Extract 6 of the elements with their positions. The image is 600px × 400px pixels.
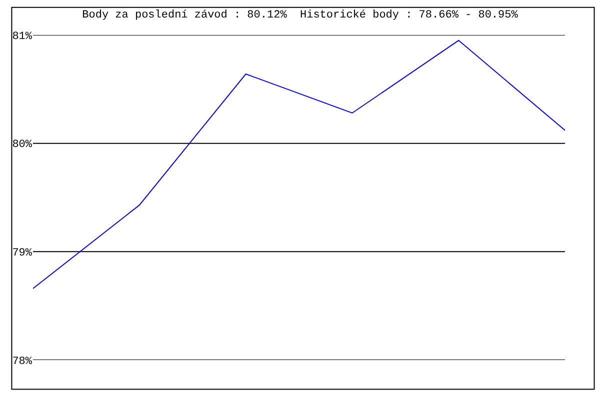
- y-tick-label: 81%: [12, 30, 32, 43]
- line-series: [33, 40, 565, 289]
- y-tick-label: 79%: [12, 248, 32, 260]
- y-tick-label: 80%: [12, 139, 32, 152]
- y-tick-label: 78%: [12, 356, 32, 368]
- chart-title: Body za poslední závod : 80.12% Historické body : 78.66% - 80.95%: [82, 10, 518, 22]
